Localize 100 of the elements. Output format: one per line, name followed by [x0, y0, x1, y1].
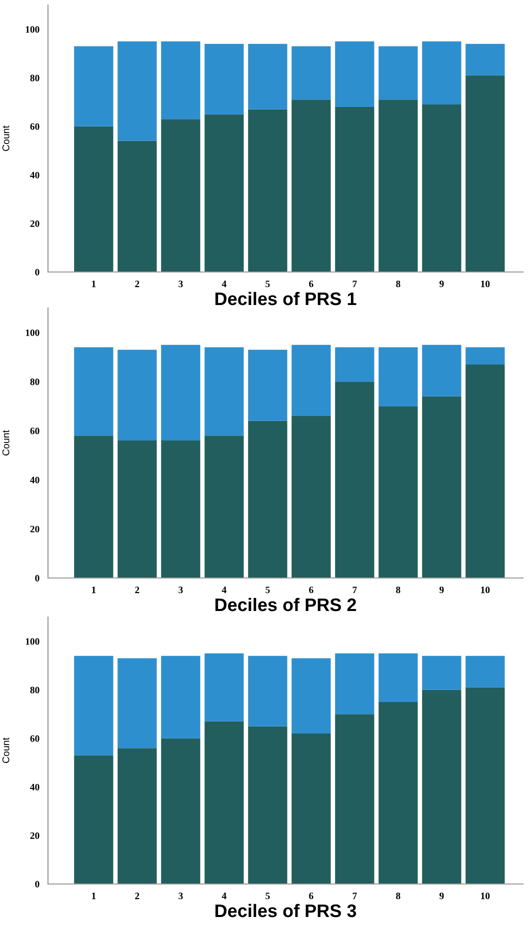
bar: [248, 44, 288, 110]
y-axis-title: Count: [2, 738, 10, 763]
bar: [335, 714, 374, 884]
bar: [378, 406, 418, 578]
x-tick-label: 1: [92, 892, 96, 900]
y-axis-title: Count: [2, 430, 10, 456]
x-tick-label: 10: [481, 892, 490, 900]
x-tick-label: 9: [439, 586, 444, 594]
x-tick-label: 5: [266, 892, 270, 900]
x-tick-label: 6: [309, 280, 314, 288]
y-tick-label: 100: [26, 26, 40, 33]
y-tick-label: 20: [30, 832, 40, 839]
y-tick-label: 20: [30, 526, 40, 532]
bar: [378, 653, 418, 702]
bar: [118, 140, 157, 272]
y-tick-label: 80: [30, 686, 40, 694]
x-tick-label: 3: [178, 280, 183, 288]
x-tick-label: 4: [222, 892, 226, 900]
bar: [466, 687, 505, 884]
y-tick-label: 100: [26, 329, 40, 336]
bar: [248, 420, 288, 578]
bar: [335, 347, 374, 382]
bar: [118, 440, 157, 578]
bar: [292, 416, 331, 578]
bar: [204, 721, 244, 884]
bar: [74, 126, 114, 272]
x-tick-label: 6: [309, 586, 314, 594]
bar: [161, 738, 200, 884]
bar: [204, 114, 244, 272]
x-tick-label: 1: [92, 280, 96, 288]
bar: [422, 104, 462, 272]
bar: [118, 41, 157, 141]
y-tick-label: 0: [35, 574, 40, 582]
x-tick-label: 4: [222, 586, 226, 594]
bar: [466, 75, 505, 272]
bar: [74, 436, 114, 578]
y-tick-label: 100: [26, 638, 40, 645]
x-tick-label: 8: [396, 586, 400, 594]
x-axis-title: Deciles of PRS 1: [215, 292, 356, 306]
bar: [378, 347, 418, 406]
x-tick-label: 2: [135, 586, 140, 594]
bar: [292, 344, 331, 416]
x-tick-label: 1: [92, 586, 96, 594]
bar: [292, 100, 331, 272]
x-tick-label: 5: [266, 280, 270, 288]
x-tick-label: 5: [266, 586, 270, 594]
bar: [335, 41, 374, 107]
x-tick-label: 8: [396, 892, 400, 900]
x-tick-label: 3: [178, 586, 183, 594]
bar: [422, 396, 462, 578]
y-tick-label: 0: [35, 880, 40, 888]
y-tick-label: 40: [30, 784, 40, 790]
x-tick-label: 2: [135, 892, 140, 900]
bar: [74, 755, 114, 884]
bar: [466, 656, 505, 688]
x-axis-title: Deciles of PRS 2: [215, 598, 356, 612]
y-tick-label: 60: [30, 428, 40, 434]
x-tick-label: 10: [481, 280, 490, 288]
x-tick-label: 3: [178, 892, 183, 900]
y-tick-label: 60: [30, 735, 40, 742]
bar: [161, 656, 200, 738]
bar: [466, 347, 505, 364]
bar: [335, 653, 374, 714]
bar: [378, 100, 418, 272]
y-tick-label: 0: [35, 268, 40, 276]
bar: [204, 347, 244, 436]
bar: [204, 653, 244, 722]
bar: [422, 41, 462, 105]
bar: [378, 702, 418, 884]
bar: [161, 344, 200, 441]
bar: [204, 44, 244, 114]
bar: [422, 656, 462, 690]
bar: [466, 364, 505, 578]
bar: [74, 656, 114, 756]
x-tick-label: 7: [352, 892, 357, 900]
x-tick-label: 9: [439, 280, 444, 288]
x-tick-label: 6: [309, 892, 314, 900]
y-tick-label: 80: [30, 378, 40, 386]
x-tick-label: 4: [222, 280, 226, 288]
bar: [378, 46, 418, 100]
bar: [248, 109, 288, 272]
bar: [118, 748, 157, 884]
bar: [422, 690, 462, 884]
bar: [292, 46, 331, 100]
y-tick-label: 80: [30, 74, 40, 82]
bar: [248, 656, 288, 726]
x-tick-label: 2: [135, 280, 140, 288]
bar: [161, 119, 200, 272]
bar: [335, 382, 374, 578]
x-tick-label: 8: [396, 280, 400, 288]
bar: [161, 41, 200, 120]
x-axis-title: Deciles of PRS 3: [215, 904, 356, 918]
bar: [466, 44, 505, 76]
y-axis-title: Count: [2, 126, 10, 151]
y-tick-label: 40: [30, 476, 40, 484]
x-tick-label: 7: [352, 280, 357, 288]
bar: [335, 106, 374, 272]
y-tick-label: 60: [30, 123, 40, 130]
bar: [292, 734, 331, 884]
bar: [161, 440, 200, 578]
